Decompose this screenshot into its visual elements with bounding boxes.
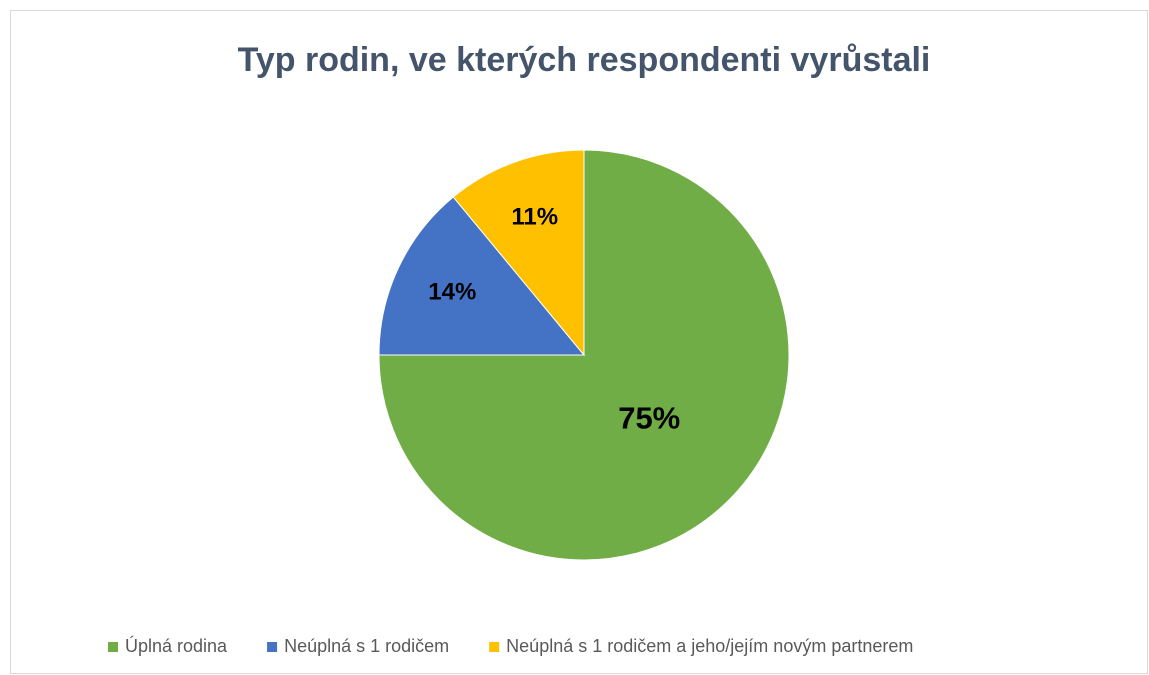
legend-swatch	[489, 642, 500, 652]
legend-swatch	[267, 642, 278, 652]
legend-swatch	[108, 642, 118, 652]
data-label: 14%	[428, 278, 476, 305]
data-label: 75%	[618, 400, 680, 435]
legend-label: Úplná rodina	[125, 635, 228, 656]
pie-slice	[452, 149, 585, 357]
pie-slice	[378, 196, 586, 356]
legend-label: Neúplná s 1 rodičem	[284, 636, 449, 656]
chart-title: Typ rodin, ve kterých respondenti vyrůst…	[238, 41, 931, 79]
legend-label: Neúplná s 1 rodičem a jeho/jejím novým p…	[506, 636, 913, 656]
data-label: 11%	[511, 203, 558, 230]
